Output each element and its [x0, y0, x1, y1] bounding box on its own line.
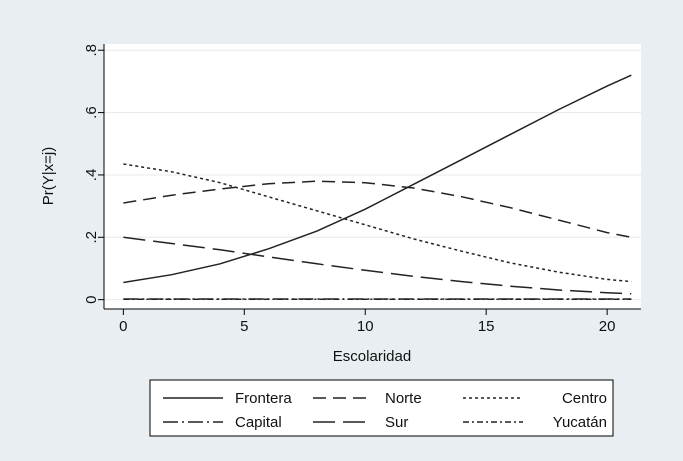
- series-layer: [123, 74, 632, 301]
- y-tick-label-0: 0: [83, 295, 100, 303]
- legend-label-2: Centro: [562, 390, 607, 407]
- y-tick-label-2: .4: [83, 169, 100, 182]
- legend: Frontera Norte Centro Capital Sur Yucatán: [149, 379, 614, 437]
- series-line-centro: [123, 163, 632, 283]
- axis-layer: 0 .2 .4 .6 .8 0 5 10 15 20: [83, 44, 641, 335]
- y-tick-label-3: .6: [83, 106, 100, 119]
- legend-label-0: Frontera: [235, 390, 292, 407]
- x-tick-label-2: 10: [357, 318, 374, 335]
- legend-label-5: Yucatán: [553, 414, 607, 431]
- x-tick-label-1: 5: [240, 318, 248, 335]
- x-tick-label-3: 15: [478, 318, 495, 335]
- y-axis-label: Pr(Y|x=j): [40, 147, 57, 205]
- series-line-norte: [123, 180, 632, 239]
- legend-label-4: Sur: [385, 414, 408, 431]
- x-tick-label-4: 20: [599, 318, 616, 335]
- legend-label-3: Capital: [235, 414, 282, 431]
- x-axis-label: Escolaridad: [333, 348, 411, 365]
- y-tick-label-1: .2: [83, 231, 100, 244]
- x-tick-label-0: 0: [119, 318, 127, 335]
- series-line-frontera: [123, 74, 632, 284]
- legend-label-1: Norte: [385, 390, 422, 407]
- plot-area: [104, 44, 641, 309]
- legend-box: [149, 379, 614, 437]
- legend-items: Frontera Norte Centro Capital Sur Yucatán: [163, 390, 607, 431]
- y-tick-label-4: .8: [83, 44, 100, 57]
